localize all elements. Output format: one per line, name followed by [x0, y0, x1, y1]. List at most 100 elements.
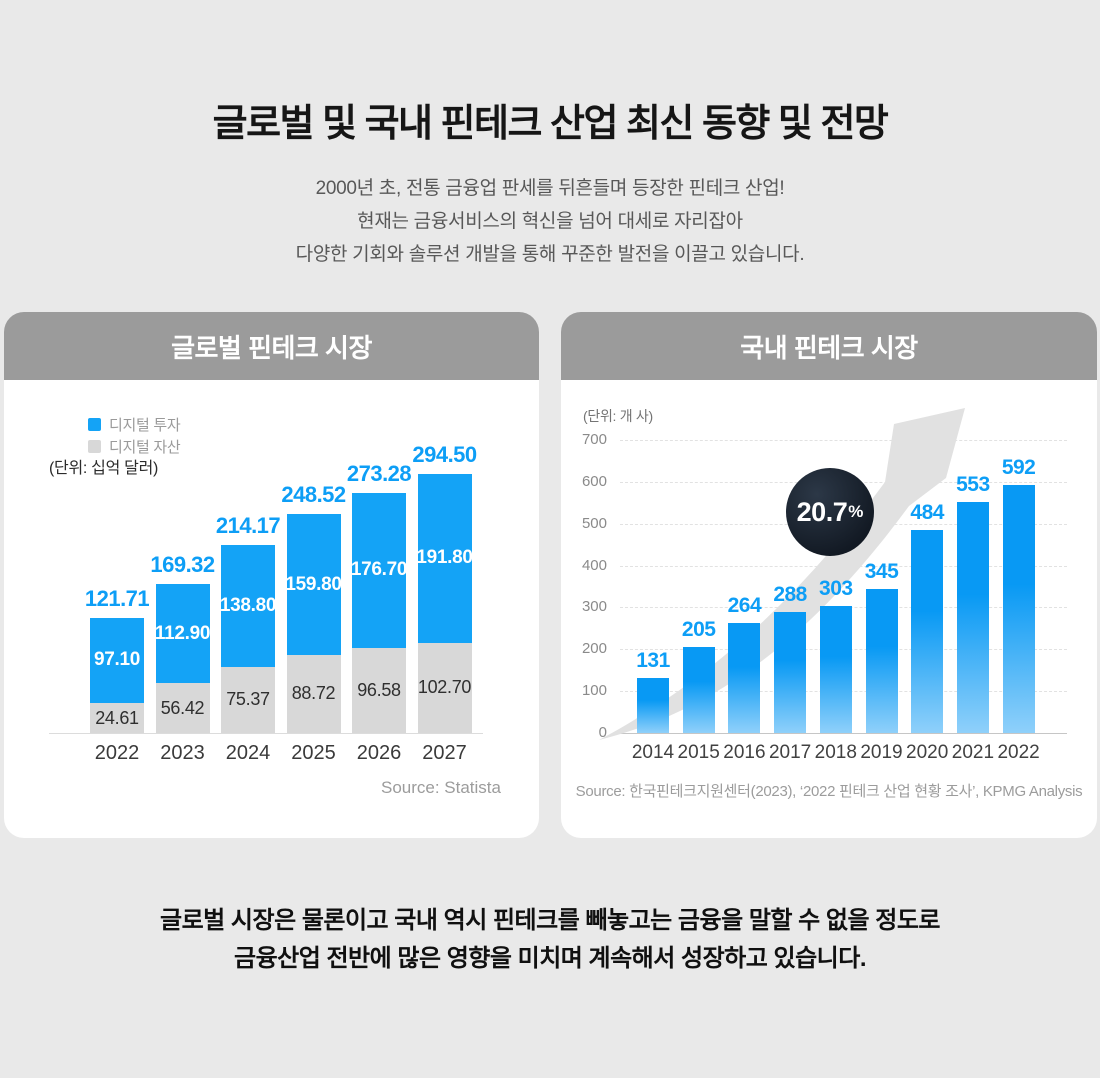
- x-axis-label: 2027: [422, 742, 467, 764]
- segment-digital-investment: 191.80: [416, 473, 473, 643]
- bar-value-label: 205: [681, 618, 716, 642]
- footer-text: 글로벌 시장은 물론이고 국내 역시 핀테크를 빼놓고는 금융을 말할 수 없을…: [0, 902, 1100, 978]
- segment-digital-asset: 102.70: [417, 642, 472, 733]
- bar-2021: 553: [956, 472, 990, 733]
- x-axis-label: 2023: [160, 742, 205, 764]
- bar-total-label: 121.71: [84, 585, 150, 611]
- bar-fill: [1002, 485, 1035, 733]
- y-axis-label: 600: [581, 472, 607, 490]
- segment-digital-investment: 159.80: [285, 514, 342, 655]
- y-axis-label: 700: [581, 430, 607, 448]
- domestic-chart-area: (단위: 개 사) 0 100 200 300 400 500 600 700 20.7 % …: [561, 380, 1097, 838]
- segment-digital-asset: 88.72: [286, 654, 341, 733]
- segment-value-label: 56.42: [160, 697, 205, 718]
- bar-fill: [819, 606, 852, 733]
- legend-item-digital-asset: 디지털 자산: [88, 435, 181, 457]
- unit-label: (단위: 개 사): [583, 408, 653, 424]
- x-axis-label: 2025: [291, 742, 336, 764]
- bar-2018: 303: [819, 577, 853, 733]
- segment-value-label: 112.90: [154, 622, 211, 644]
- segment-value-label: 138.80: [219, 594, 277, 616]
- segment-value-label: 97.10: [93, 649, 141, 671]
- page-subtitle: 2000년 초, 전통 금융업 판세를 뒤흔들며 등장한 핀테크 산업! 현재는…: [0, 172, 1100, 271]
- bar-value-label: 345: [864, 559, 899, 583]
- growth-arrow-icon: [599, 408, 965, 740]
- global-chart-area: 디지털 투자 디지털 자산 (단위: 십억 달러) 121.71 97.10 24.…: [4, 380, 539, 838]
- global-card-header: 글로벌 핀테크 시장: [4, 312, 539, 380]
- y-axis-label: 300: [581, 598, 607, 616]
- domestic-fintech-card: 국내 핀테크 시장 (단위: 개 사) 0 100 200 300 400 500 600 7…: [561, 312, 1097, 838]
- segment-digital-asset: 24.61: [90, 703, 144, 733]
- bar-value-label: 303: [819, 577, 853, 601]
- bar-value-label: 592: [1001, 456, 1036, 480]
- bar-value-label: 264: [727, 593, 762, 617]
- stacked-bar-2026: 273.28 176.70 96.58: [347, 461, 412, 733]
- bar-2016: 264: [727, 593, 762, 733]
- bar-2019: 345: [864, 559, 899, 733]
- bar-value-label: 553: [956, 472, 990, 496]
- x-axis-label: 2021: [951, 742, 995, 763]
- y-axis-label: 0: [598, 724, 607, 741]
- bar-value-label: 131: [636, 649, 670, 673]
- segment-digital-investment: 176.70: [351, 492, 407, 649]
- bar-total-label: 273.28: [346, 460, 412, 486]
- stacked-bar-2024: 214.17 138.80 75.37: [216, 513, 281, 733]
- legend: 디지털 투자 디지털 자산: [88, 413, 181, 457]
- subtitle-line-3: 다양한 기회와 솔루션 개발을 통해 꾸준한 발전을 이끌고 있습니다.: [295, 244, 805, 265]
- page-title: 글로벌 및 국내 핀테크 산업 최신 동향 및 전망: [212, 103, 889, 145]
- gridline-0: [620, 733, 1067, 734]
- y-axis-label: 400: [581, 556, 607, 574]
- legend-item-digital-investment: 디지털 투자: [88, 413, 181, 435]
- subtitle-line-1: 2000년 초, 전통 금융업 판세를 뒤흔들며 등장한 핀테크 산업!: [315, 178, 785, 199]
- x-axis-label: 2020: [906, 742, 949, 763]
- bar-total-label: 248.52: [281, 482, 346, 508]
- bar-value-label: 288: [773, 583, 807, 607]
- segment-value-label: 88.72: [291, 683, 336, 704]
- bar-total-label: 169.32: [150, 552, 215, 578]
- x-axis-line: [49, 733, 483, 734]
- x-axis-label: 2018: [814, 742, 857, 763]
- bar-value-label: 484: [910, 501, 944, 525]
- bar-2017: 288: [773, 583, 807, 733]
- x-axis-label: 2022: [94, 742, 140, 764]
- x-axis-label: 2024: [225, 742, 271, 764]
- legend-label: 디지털 자산: [109, 438, 181, 456]
- segment-digital-asset: 56.42: [155, 683, 210, 733]
- segment-digital-asset: 75.37: [221, 666, 275, 733]
- legend-label: 디지털 투자: [109, 416, 181, 434]
- stacked-bar-2025: 248.52 159.80 88.72: [281, 482, 346, 733]
- segment-digital-investment: 97.10: [90, 617, 144, 703]
- bar-fill: [956, 501, 989, 733]
- domestic-card-header: 국내 핀테크 시장: [561, 312, 1097, 380]
- bar-fill: [682, 647, 715, 733]
- bar-2020: 484: [910, 501, 944, 733]
- segment-digital-investment: 138.80: [219, 544, 277, 667]
- bar-fill: [637, 678, 669, 733]
- global-fintech-card: 글로벌 핀테크 시장 디지털 투자 디지털 자산 (단위: 십억 달러) 121…: [4, 312, 539, 838]
- growth-rate-badge: 20.7 %: [786, 468, 874, 556]
- x-axis-label: 2022: [997, 742, 1040, 763]
- growth-rate-percent-sign: %: [848, 502, 864, 521]
- y-axis-label: 500: [581, 514, 607, 532]
- unit-label: (단위: 십억 달러): [49, 460, 159, 477]
- source-label: Source: Statista: [380, 778, 501, 797]
- segment-digital-investment: 112.90: [154, 584, 211, 684]
- stacked-bar-2023: 169.32 112.90 56.42: [150, 552, 215, 733]
- footer-line-1: 글로벌 시장은 물론이고 국내 역시 핀테크를 빼놓고는 금융을 말할 수 없을…: [160, 907, 941, 934]
- footer-line-2: 금융산업 전반에 많은 영향을 미치며 계속해서 성장하고 있습니다.: [233, 945, 867, 972]
- bar-2015: 205: [681, 618, 716, 733]
- stacked-bar-2027: 294.50 191.80 102.70: [412, 442, 477, 733]
- segment-value-label: 96.58: [357, 680, 401, 700]
- segment-value-label: 159.80: [285, 573, 342, 595]
- x-axis-label: 2014: [631, 742, 675, 763]
- segment-digital-asset: 96.58: [352, 648, 406, 733]
- x-axis-label: 2017: [768, 742, 812, 763]
- stacked-bar-2022: 121.71 97.10 24.61: [85, 586, 150, 733]
- bar-fill: [728, 622, 761, 733]
- bar-fill: [911, 530, 944, 733]
- segment-value-label: 102.70: [417, 677, 472, 698]
- x-axis-label: 2019: [860, 742, 903, 763]
- y-axis-label: 100: [581, 682, 607, 700]
- bar-2014: 131: [636, 649, 670, 733]
- legend-swatch-gray: [88, 439, 101, 453]
